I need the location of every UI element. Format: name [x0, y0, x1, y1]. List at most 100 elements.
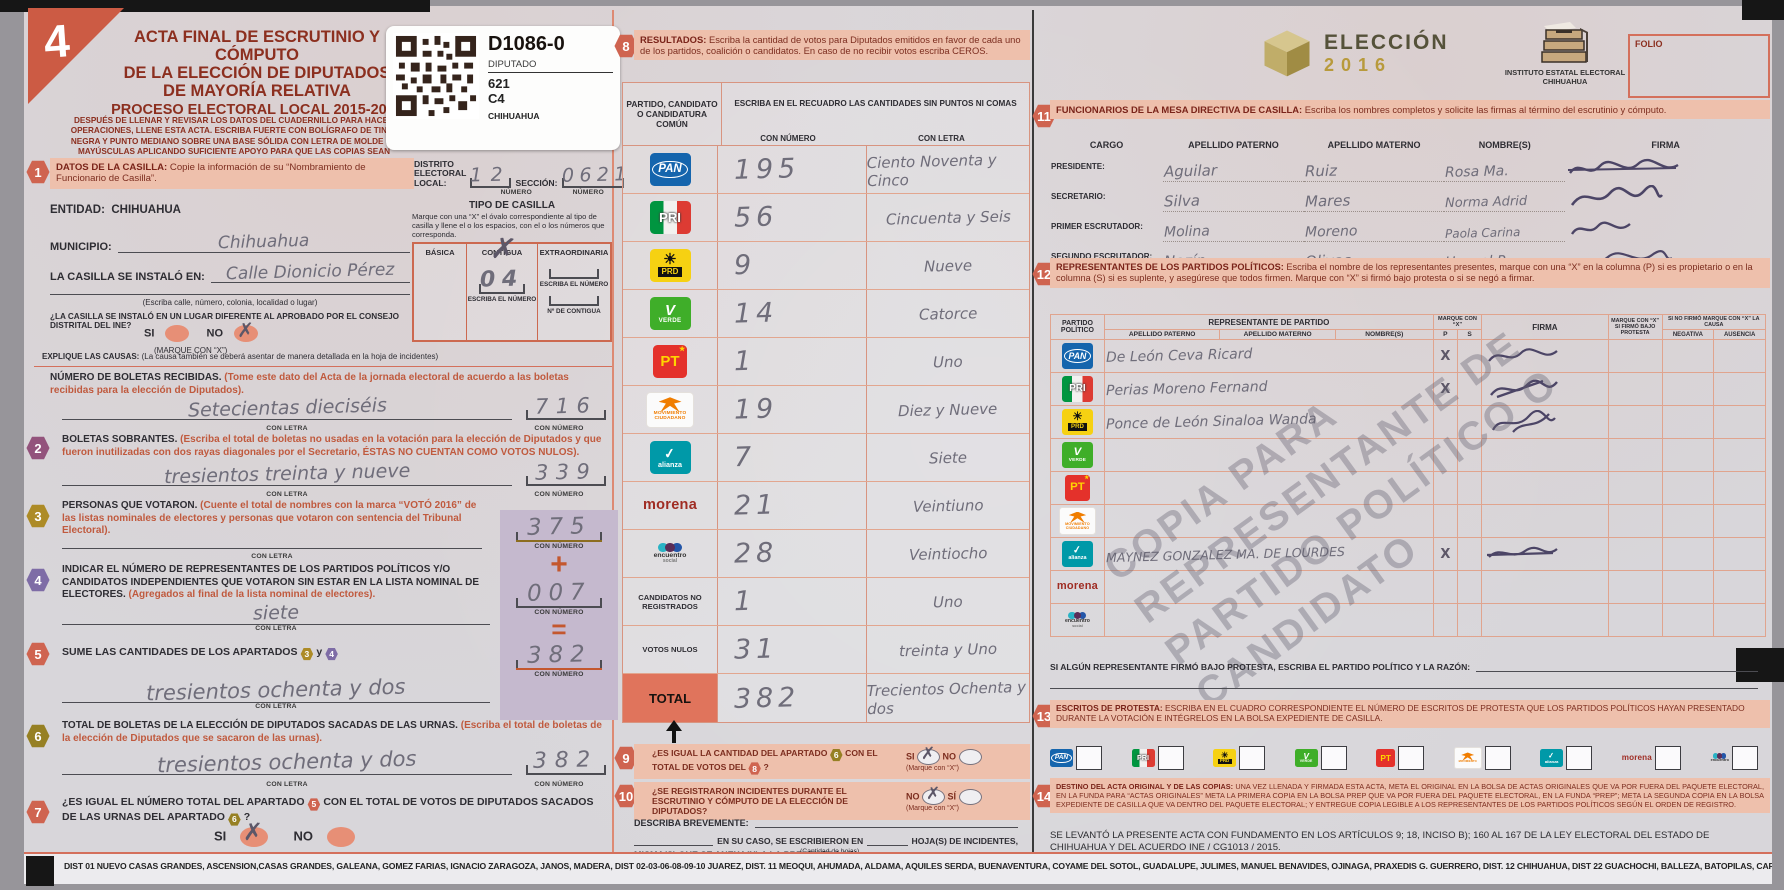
hojas-count-field: [867, 845, 908, 846]
signature: [1565, 212, 1766, 242]
rep-row-encuentro: encuentro social: [1050, 603, 1766, 637]
section-9-badge: 9: [614, 746, 638, 770]
contigua-number-field: 04: [479, 266, 525, 295]
address-line-2: [50, 294, 410, 295]
iee-ballot-box-icon: [1541, 22, 1588, 63]
section-11-badge: 11: [1032, 104, 1056, 128]
section-10-badge: 10: [614, 784, 638, 808]
encuentro-social-logo-icon: encuentro social: [654, 542, 686, 565]
title-line-2: DE LA ELECCIÓN DE DIPUTADOS: [123, 64, 391, 83]
encuentro-social-logo-icon: encuentro social: [1052, 611, 1103, 629]
rep-row-pan: PAN De León Ceva Ricard X: [1050, 339, 1766, 373]
escritos-prd: ☀ PRD: [1213, 746, 1266, 770]
title-line-1: ACTA FINAL DE ESCRUTINIO Y CÓMPUTO: [134, 28, 380, 65]
s1-no-oval: ✗: [234, 318, 259, 342]
escritos-encuentro: encuentro: [1711, 746, 1758, 770]
rep-row-pt: PT ★: [1050, 471, 1766, 505]
result-row-no-registrados: CANDIDATOS NO REGISTRADOS 1 Uno: [623, 578, 1029, 626]
section-10-band: ¿SE REGISTRARON INCIDENTES DURANTE EL ES…: [634, 782, 1030, 821]
describa-row: DESCRIBA BREVEMENTE:: [634, 818, 1018, 828]
section-1-band: DATOS DE LA CASILLA: Copie la informació…: [50, 158, 414, 189]
right-column: ELECCIÓN 2016 INSTITUTO ESTATAL ELECTORA…: [1032, 12, 1770, 855]
section-12-badge: 12: [1032, 262, 1056, 286]
signature: [1481, 405, 1609, 439]
extra-number-field: [549, 265, 599, 280]
footer-black-square: [26, 856, 54, 886]
movimiento-ciudadano-logo-icon: MOVIMIENTO: [1453, 747, 1482, 769]
sticker-text: D1086-0 DIPUTADO 621 C4 CHIHUAHUA: [488, 33, 613, 143]
equals-sign: =: [551, 614, 567, 644]
explique-row: EXPLIQUE LAS CAUSAS: (La causa también s…: [42, 352, 439, 361]
section-7-text: ¿ES IGUAL EL NÚMERO TOTAL DEL APARTADO 5…: [62, 796, 606, 826]
s4-letra-field: siete: [62, 601, 490, 625]
escritos-box: [1566, 746, 1593, 770]
s6-numero-field: 382: [526, 747, 606, 775]
pri-logo-icon: PRI: [1131, 748, 1155, 768]
column-divider-1: [612, 10, 614, 855]
municipio-field: Chihuahua: [117, 231, 410, 253]
tipo-extra-cell: EXTRAORDINARIA ESCRIBA EL NÚMERO Nº DE C…: [539, 248, 609, 316]
escritos-box: [1398, 746, 1425, 770]
section-2-badge: 2: [26, 436, 50, 460]
escritos-box: [1157, 746, 1184, 770]
sticker-state: CHIHUAHUA: [488, 111, 540, 121]
s4-numero-field: 007: [516, 579, 602, 608]
s7-si-no: SI ✗ NO: [214, 818, 355, 847]
different-location-question: ¿LA CASILLA SE INSTALÓ EN UN LUGAR DIFER…: [50, 312, 400, 330]
s2-entry: tresientos treinta y nueve 339: [62, 459, 606, 488]
result-row-morena: morena 21 Veintiuno: [623, 482, 1029, 530]
total-arrow-icon: [666, 720, 682, 743]
s7-si-oval: ✗: [239, 818, 268, 847]
ref-4-badge: 4: [325, 647, 338, 661]
title-line-3: DE MAYORÍA RELATIVA: [163, 82, 351, 101]
official-row: SECRETARIO: Silva Mares Norma Adrid: [1050, 181, 1766, 212]
morena-logo-icon: morena: [642, 497, 698, 514]
protest-field-1: [1476, 671, 1758, 672]
movimiento-ciudadano-logo-icon: MOVIMIENTO CIUDADANO: [646, 391, 694, 428]
result-row-pt: PT ★ 1 Uno: [623, 338, 1029, 386]
sticker-type: DIPUTADO: [488, 56, 613, 73]
tipo-basica-cell: BÁSICA: [414, 244, 467, 341]
s2-numero-field: 339: [526, 459, 606, 486]
s3-numero-field: 375: [516, 513, 602, 542]
section-9-band: ¿ES IGUAL LA CANTIDAD DEL APARTADO 6 CON…: [634, 744, 1030, 780]
ref-6-badge: 6: [830, 748, 843, 762]
boletas-labels: CON LETRA CON NÚMERO: [266, 425, 584, 432]
boletas-entry: Setecientas dieciséis 716: [62, 393, 606, 422]
seccion-field: 0621: [561, 163, 632, 189]
s7-no-label: NO: [293, 828, 314, 844]
result-row-encuentro: encuentro social 28 Veintiocho: [623, 530, 1029, 578]
prd-logo-icon: ☀ PRD: [1061, 409, 1094, 435]
section-7-badge: 7: [26, 800, 50, 824]
section-2-text: BOLETAS SOBRANTES. (Escriba el total de …: [62, 434, 602, 458]
entidad-value: CHIHUAHUA: [111, 204, 181, 216]
copy-number: 4: [42, 14, 72, 68]
pan-logo-icon: PAN: [1061, 343, 1094, 369]
escritos-pan: PAN: [1050, 746, 1102, 770]
s6-letra-field: tresientos ochenta y dos: [62, 747, 512, 777]
signature: [1481, 537, 1609, 571]
escritos-pri: PRI: [1131, 746, 1184, 770]
result-row-pan: PAN 195 Ciento Noventa y Cinco: [623, 146, 1029, 194]
section-12-band: REPRESENTANTES DE LOS PARTIDOS POLÍTICOS…: [1050, 258, 1770, 288]
protest-field-2: [1050, 688, 1758, 689]
result-row-nulos: VOTOS NULOS 31 treinta y Uno: [623, 626, 1029, 674]
section-8-badge: 8: [614, 34, 638, 58]
result-row-pri: PRI 56 Cincuenta y Seis: [623, 194, 1029, 242]
distrito-label: DISTRITO ELECTORAL LOCAL:: [414, 159, 467, 188]
escritos-morena: morena: [1622, 746, 1681, 770]
rep-row-mc: MOVIMIENTO CIUDADANO: [1050, 504, 1766, 538]
morena-logo-icon: morena: [1621, 752, 1652, 762]
s9-si-oval: ✗: [917, 744, 941, 766]
entidad-label: ENTIDAD:: [50, 204, 105, 216]
s9-si-no: SI ✗ NO (Marque con “X”): [906, 744, 1024, 773]
results-header: PARTIDO, CANDIDATO O CANDIDATURA COMÚN E…: [623, 83, 1029, 146]
municipio-label: MUNICIPIO:: [50, 241, 112, 253]
boletas-title: NÚMERO DE BOLETAS RECIBIDAS. (Tome este …: [50, 372, 569, 396]
middle-column: 8 RESULTADOS: Escriba la cantidad de vot…: [614, 12, 1030, 860]
ref-8-badge: 8: [748, 762, 761, 775]
rep-row-prd: ☀ PRD Ponce de León Sinaloa Wanda: [1050, 405, 1766, 439]
section-8-band: RESULTADOS: Escriba la cantidad de votos…: [634, 30, 1030, 61]
tipo-grid: BÁSICA CONTIGUA ✗ 04 ESCRIBA EL NÚMERO E…: [412, 231, 612, 343]
